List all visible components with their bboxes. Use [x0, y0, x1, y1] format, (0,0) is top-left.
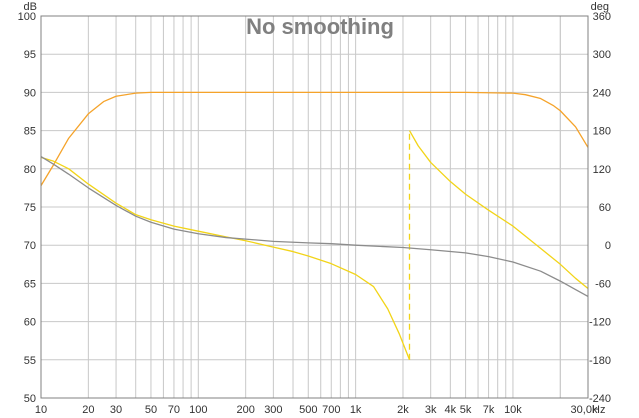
y-left-tick-label: 60: [24, 317, 36, 329]
x-tick-label: 700: [322, 404, 340, 416]
x-tick-label: 10k: [504, 404, 522, 416]
y-right-tick-label: 0: [605, 240, 611, 252]
y-left-tick-label: 85: [24, 126, 36, 138]
y-right-tick-label: -180: [589, 355, 611, 367]
x-tick-label: 500: [299, 404, 317, 416]
series-line-2: [40, 156, 589, 297]
x-unit: Hz: [592, 404, 605, 416]
y-left-unit: dB: [24, 1, 37, 13]
x-tick-label: 5k: [460, 404, 472, 416]
plot-frame: [40, 15, 589, 399]
y-right-tick-label: -60: [595, 278, 611, 290]
x-tick-label: 50: [145, 404, 157, 416]
y-right-tick-label: 180: [593, 126, 611, 138]
grid-lines: [40, 15, 589, 399]
y-left-tick-label: 50: [24, 393, 36, 405]
x-tick-label: 300: [264, 404, 282, 416]
y-left-tick-label: 55: [24, 355, 36, 367]
y-right-tick-label: 360: [593, 11, 611, 23]
y-right-tick-label: -240: [589, 393, 611, 405]
y-left-tick-label: 80: [24, 164, 36, 176]
x-tick-label: 20: [82, 404, 94, 416]
x-tick-label: 4k: [445, 404, 457, 416]
y-right-tick-label: 240: [593, 87, 611, 99]
x-tick-label: 30,0k: [571, 404, 598, 416]
y-right-tick-label: 60: [599, 202, 611, 214]
chart-title: No smoothing: [246, 14, 394, 39]
x-tick-label: 100: [189, 404, 207, 416]
y-left-tick-label: 90: [24, 87, 36, 99]
x-tick-label: 70: [168, 404, 180, 416]
x-tick-label: 10: [35, 404, 47, 416]
series-line-0: [40, 91, 589, 186]
x-tick-label: 1k: [350, 404, 362, 416]
x-tick-label: 3k: [425, 404, 437, 416]
x-tick-label: 30: [110, 404, 122, 416]
x-tick-label: 7k: [483, 404, 495, 416]
series-line-1: [40, 156, 411, 361]
y-left-tick-label: 75: [24, 202, 36, 214]
y-left-tick-label: 100: [18, 11, 36, 23]
y-left-tick-label: 65: [24, 278, 36, 290]
x-tick-label: 200: [236, 404, 254, 416]
data-curves: [40, 91, 589, 361]
tick-labels: 50 55 60 65 70 75 80 85 90 95 100 -240 -180 -120 -60 0 6…: [18, 11, 611, 416]
x-tick-label: 2k: [397, 404, 409, 416]
y-left-tick-label: 70: [24, 240, 36, 252]
y-right-tick-label: 120: [593, 164, 611, 176]
y-right-tick-label: -120: [589, 317, 611, 329]
y-right-unit: deg: [591, 1, 609, 13]
y-right-tick-label: 300: [593, 49, 611, 61]
y-left-tick-label: 95: [24, 49, 36, 61]
series-line-1: [408, 130, 589, 289]
